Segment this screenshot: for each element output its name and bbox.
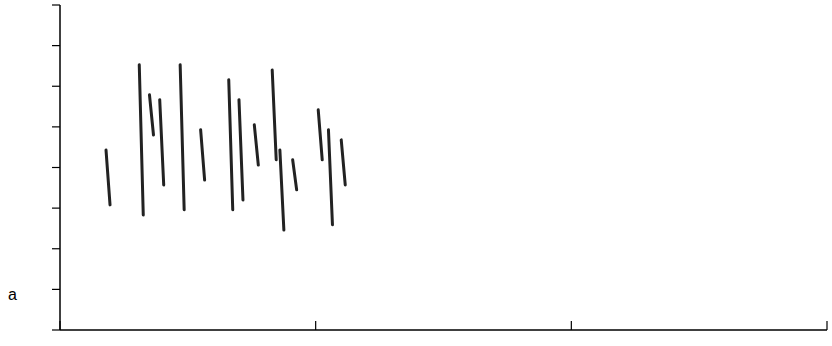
y-tick [52, 248, 60, 249]
y-tick [52, 45, 60, 46]
note [160, 100, 164, 185]
note [254, 125, 258, 165]
note [139, 65, 143, 215]
y-tick [52, 86, 60, 87]
note [341, 140, 345, 185]
y-tick [52, 289, 60, 290]
x-tick [315, 321, 316, 330]
note [229, 80, 233, 210]
note [280, 150, 284, 230]
y-tick [52, 329, 60, 330]
y-tick [52, 4, 60, 5]
note [149, 95, 153, 135]
note [201, 130, 205, 180]
note [293, 160, 297, 190]
x-tick [571, 321, 572, 330]
note [318, 110, 322, 160]
note [180, 65, 184, 210]
y-tick [52, 126, 60, 127]
y-tick [52, 167, 60, 168]
note [272, 70, 276, 160]
note [239, 100, 243, 200]
y-tick [52, 208, 60, 209]
x-tick [826, 321, 827, 330]
note [106, 150, 110, 205]
panel-label: a [8, 286, 17, 303]
note [328, 130, 332, 225]
x-tick [59, 321, 60, 330]
notes [106, 65, 345, 230]
x-axis [60, 329, 827, 331]
chart: a [0, 0, 832, 346]
